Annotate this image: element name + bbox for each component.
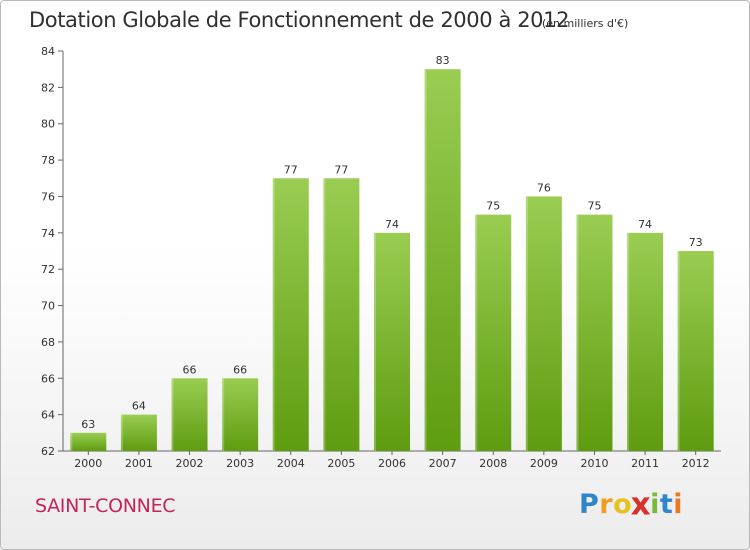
y-tick-label: 76 bbox=[41, 190, 55, 203]
y-tick-label: 64 bbox=[41, 409, 55, 422]
data-label: 66 bbox=[183, 363, 197, 376]
x-tick-label: 2007 bbox=[429, 457, 457, 470]
data-label: 66 bbox=[233, 363, 247, 376]
y-tick-label: 72 bbox=[41, 263, 55, 276]
y-tick-label: 74 bbox=[41, 227, 55, 240]
data-label: 77 bbox=[334, 163, 348, 176]
x-tick-label: 2001 bbox=[125, 457, 153, 470]
x-tick-label: 2010 bbox=[580, 457, 608, 470]
y-tick-label: 66 bbox=[41, 372, 55, 385]
bar bbox=[374, 232, 410, 451]
y-tick-label: 78 bbox=[41, 154, 55, 167]
data-label: 63 bbox=[81, 418, 95, 431]
bar-highlight bbox=[475, 214, 478, 451]
bar-highlight bbox=[576, 214, 579, 451]
bar bbox=[323, 178, 360, 452]
commune-name: SAINT-CONNEC bbox=[35, 495, 176, 517]
bar bbox=[576, 214, 613, 451]
data-label: 74 bbox=[385, 218, 399, 231]
chart-title: Dotation Globale de Fonctionnement de 20… bbox=[29, 8, 570, 32]
chart-axes: 62 64 66 68 70 72 74 76 78 80 82 84 2000 2001 2002 2003… bbox=[41, 45, 721, 470]
bar bbox=[70, 432, 107, 451]
x-tick-label: 2002 bbox=[176, 457, 204, 470]
x-tick-label: 2005 bbox=[327, 457, 355, 470]
bar bbox=[222, 378, 259, 451]
x-tick-label: 2009 bbox=[530, 457, 558, 470]
y-tick-label: 84 bbox=[41, 45, 55, 58]
x-tick-label: 2004 bbox=[277, 457, 305, 470]
y-tick-label: 62 bbox=[41, 445, 55, 458]
bar-highlight bbox=[272, 178, 275, 452]
chart-subtitle: (en milliers d'€) bbox=[542, 17, 629, 30]
x-tick-label: 2003 bbox=[226, 457, 254, 470]
bar-highlight bbox=[323, 178, 326, 452]
logo-letter: t bbox=[659, 489, 674, 520]
data-label: 83 bbox=[436, 54, 450, 67]
logo-letter: x bbox=[630, 486, 652, 523]
data-label: 74 bbox=[638, 218, 652, 231]
y-tick-label: 70 bbox=[41, 300, 55, 313]
bar-highlight bbox=[171, 378, 174, 451]
logo-letter: i bbox=[650, 489, 660, 520]
bar bbox=[120, 414, 157, 451]
bar bbox=[677, 251, 714, 451]
bar bbox=[424, 69, 461, 451]
y-tick-label: 80 bbox=[41, 118, 55, 131]
label-group: 63 64 66 66 77 77 74 83 75 76 75 74 73 bbox=[81, 54, 702, 431]
data-label: 73 bbox=[689, 236, 703, 249]
bar-highlight bbox=[525, 196, 528, 451]
data-label: 76 bbox=[537, 181, 551, 194]
data-label: 75 bbox=[587, 200, 601, 213]
logo-letter: i bbox=[673, 489, 684, 520]
bar bbox=[627, 232, 664, 451]
bar bbox=[171, 378, 208, 451]
bar-highlight bbox=[70, 432, 73, 451]
data-label: 75 bbox=[486, 200, 500, 213]
bar-highlight bbox=[120, 414, 123, 451]
data-label: 77 bbox=[284, 163, 298, 176]
x-tick-label: 2008 bbox=[479, 457, 507, 470]
bar-highlight bbox=[424, 69, 427, 451]
x-tick-label: 2012 bbox=[682, 457, 710, 470]
bar bbox=[272, 178, 309, 452]
x-tick-label: 2000 bbox=[74, 457, 102, 470]
bar bbox=[525, 196, 562, 451]
y-tick-label: 68 bbox=[41, 336, 55, 349]
y-tick-label: 82 bbox=[41, 81, 55, 94]
x-tick-label: 2011 bbox=[631, 457, 659, 470]
bar-group bbox=[70, 69, 714, 452]
bar bbox=[475, 214, 512, 451]
logo-letter: r bbox=[599, 489, 614, 520]
proxiti-logo: Proxiti bbox=[579, 486, 684, 523]
data-label: 64 bbox=[132, 400, 146, 413]
bar-highlight bbox=[677, 251, 680, 451]
logo-letter: o bbox=[613, 489, 633, 520]
bar-highlight bbox=[374, 232, 376, 451]
bar-highlight bbox=[627, 232, 630, 451]
x-tick-label: 2006 bbox=[378, 457, 406, 470]
logo-letter: P bbox=[579, 489, 600, 520]
bar-highlight bbox=[222, 378, 225, 451]
